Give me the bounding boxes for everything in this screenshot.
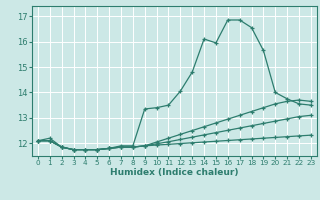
X-axis label: Humidex (Indice chaleur): Humidex (Indice chaleur) xyxy=(110,168,239,177)
